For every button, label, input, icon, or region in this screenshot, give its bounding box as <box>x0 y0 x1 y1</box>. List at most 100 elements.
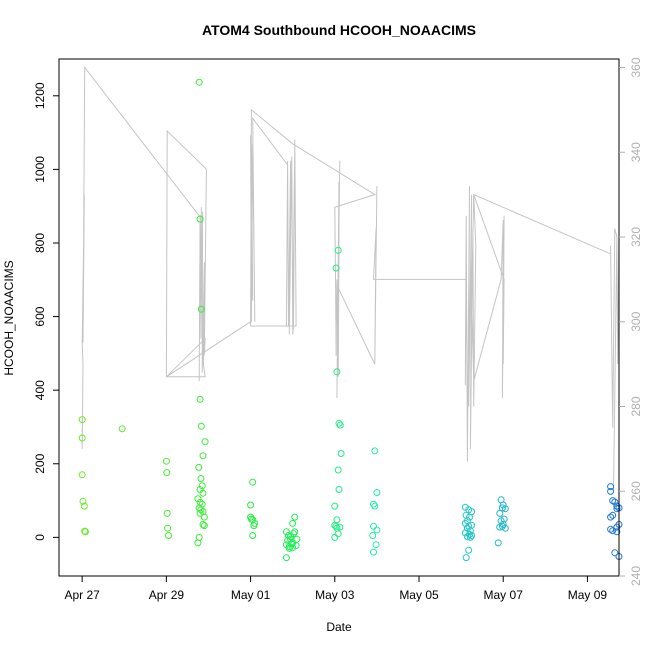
data-point <box>247 501 255 509</box>
data-point <box>81 527 89 535</box>
data-point <box>78 416 86 424</box>
data-point <box>462 554 470 562</box>
data-point <box>249 478 257 486</box>
chart-title: ATOM4 Southbound HCOOH_NOAACIMS <box>202 22 476 38</box>
data-point <box>200 522 208 530</box>
data-point <box>607 483 615 491</box>
points-layer <box>78 78 623 562</box>
data-point <box>370 500 377 508</box>
x-tick-label: May 07 <box>484 588 524 602</box>
data-point <box>337 450 345 457</box>
y2-tick-label: 240 <box>629 566 643 586</box>
data-point <box>370 548 377 556</box>
secondary-series-line <box>81 66 620 492</box>
data-point <box>611 549 619 557</box>
data-point <box>334 466 342 474</box>
data-point <box>164 524 172 532</box>
data-point <box>369 532 377 539</box>
data-point <box>197 475 205 482</box>
secondary-series-layer <box>81 66 620 492</box>
data-point <box>79 497 87 505</box>
data-point <box>194 539 202 547</box>
data-point <box>196 509 204 517</box>
data-point <box>293 535 301 543</box>
y2-tick-label: 360 <box>629 57 643 77</box>
data-point <box>249 532 257 539</box>
data-point <box>466 513 473 521</box>
data-point <box>370 522 377 530</box>
data-point <box>371 502 379 510</box>
y-tick-label: 400 <box>33 380 47 400</box>
y-tick-label: 1000 <box>33 156 47 183</box>
data-point <box>195 78 203 86</box>
y-axis-right: 240 260 280 300 320 340 360 <box>619 57 643 586</box>
data-point <box>197 506 205 514</box>
data-point <box>197 305 205 313</box>
y-tick-label: 800 <box>33 233 47 253</box>
x-tick-label: May 09 <box>568 588 608 602</box>
y2-tick-label: 260 <box>629 481 643 501</box>
data-point <box>200 513 208 521</box>
data-point <box>199 489 207 497</box>
x-axis-label: Date <box>326 620 352 634</box>
y2-tick-label: 320 <box>629 227 643 247</box>
data-point <box>289 519 297 527</box>
data-point <box>465 522 473 530</box>
data-point <box>290 530 297 538</box>
y-tick-label: 0 <box>33 534 47 541</box>
data-point <box>163 469 171 477</box>
data-point <box>331 533 339 541</box>
x-tick-label: May 01 <box>231 588 271 602</box>
data-point <box>163 509 171 517</box>
data-point <box>118 425 126 433</box>
data-point <box>201 438 209 446</box>
data-point <box>372 541 380 549</box>
data-point <box>607 513 615 521</box>
data-point <box>466 533 474 541</box>
data-point <box>463 533 471 541</box>
data-point <box>198 482 206 490</box>
data-point <box>165 532 172 539</box>
data-point <box>334 530 342 538</box>
data-point <box>609 511 617 519</box>
data-point <box>499 501 507 509</box>
data-point <box>336 421 344 429</box>
data-point <box>194 495 202 503</box>
data-point <box>613 523 621 531</box>
data-point <box>197 422 205 430</box>
data-point <box>78 471 86 479</box>
data-point <box>611 498 619 506</box>
x-tick-label: Apr 29 <box>149 588 185 602</box>
y-axis-label: HCOOH_NOAACIMS <box>2 260 16 375</box>
data-point <box>335 486 343 493</box>
data-point <box>334 246 342 254</box>
x-tick-label: May 03 <box>315 588 355 602</box>
data-point <box>496 509 504 517</box>
data-point <box>371 447 379 455</box>
data-point <box>162 457 170 465</box>
data-point <box>196 395 204 403</box>
x-axis: Apr 27 Apr 29 May 01 May 03 May 05 May 07 May … <box>64 576 607 602</box>
data-point <box>199 521 207 528</box>
data-point <box>292 542 300 549</box>
data-point <box>288 540 296 548</box>
data-point <box>333 368 341 376</box>
y-tick-label: 1200 <box>33 82 47 109</box>
data-point <box>501 524 509 532</box>
data-point <box>282 528 290 536</box>
data-point <box>498 504 506 512</box>
data-point <box>461 529 469 537</box>
data-point <box>373 489 381 496</box>
y-tick-label: 200 <box>33 453 47 473</box>
data-point <box>501 505 509 513</box>
data-point <box>80 502 88 510</box>
data-point <box>82 528 89 536</box>
data-point <box>195 463 203 471</box>
data-point <box>199 452 207 460</box>
data-point <box>373 526 381 534</box>
data-point <box>613 528 621 536</box>
data-point <box>196 215 204 223</box>
y2-tick-label: 340 <box>629 142 643 162</box>
data-point <box>494 539 502 547</box>
